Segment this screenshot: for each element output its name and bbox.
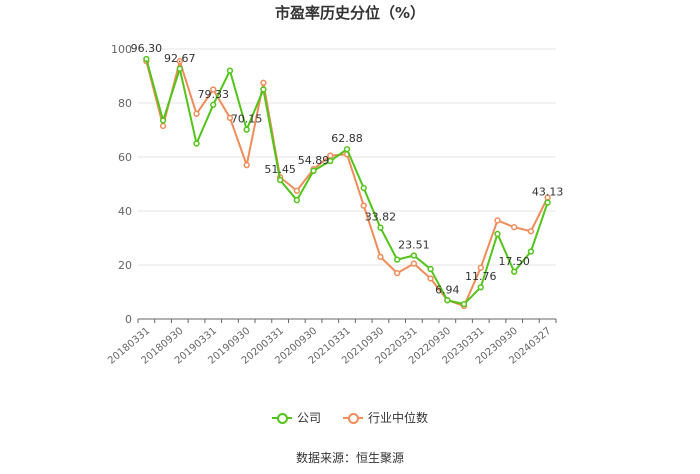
chart-title: 市盈率历史分位（%） [274,4,426,22]
industry-median-point [494,217,501,224]
legend-swatch-company [271,412,292,424]
industry-median-point [260,79,267,86]
data-label: 11.76 [465,270,497,283]
company-point [377,224,384,231]
y-tick-label: 0 [125,313,132,326]
industry-median-point [410,260,418,267]
y-tick-label: 80 [118,97,132,110]
company-point [427,265,434,273]
legend-item-company[interactable]: 公司 [271,409,321,426]
company-point [276,176,284,184]
industry-median-point [243,161,250,169]
data-label: 62.88 [331,132,363,145]
y-tick-label: 20 [118,259,132,272]
data-label: 70.15 [231,113,263,126]
company-point [527,248,535,255]
data-label: 92.67 [164,52,196,65]
y-tick-label: 60 [118,151,132,164]
legend-item-industry-median[interactable]: 行业中位数 [343,409,428,426]
y-tick-label: 100 [111,43,132,56]
industry-median-point [176,58,183,65]
industry-median-point [511,224,518,231]
company-point [327,157,334,165]
data-label: 33.82 [365,211,397,224]
data-source-note: 数据来源：恒生聚源 [295,451,404,465]
industry-median-point [477,264,484,271]
legend-label-company: 公司 [296,411,321,425]
legend-label-industry-median: 行业中位数 [368,411,429,425]
company-point [193,140,200,147]
data-label: 17.50 [498,255,530,268]
company-point [360,184,367,192]
company-point [176,65,183,72]
company-point [511,268,518,275]
data-label: 23.51 [398,239,430,252]
legend: 公司 行业中位数 [0,409,700,426]
company-point [544,199,551,206]
company-point [260,86,267,93]
industry-median-point [377,253,384,261]
legend-swatch-industry-median [343,412,363,424]
data-label: 51.45 [264,163,296,176]
industry-median-point [159,122,167,130]
y-tick-label: 40 [118,205,132,218]
industry-median-point [527,228,535,235]
company-point [310,167,317,174]
company-point [394,256,401,263]
company-point [460,301,468,308]
company-point [226,67,234,74]
industry-median-point [293,187,300,194]
company-point [243,126,250,133]
data-label: 54.89 [298,154,330,167]
company-point [343,146,351,153]
company-point [410,252,418,259]
data-label: 43.13 [532,186,564,199]
industry-median-point [394,269,401,277]
company-point [210,101,217,108]
company-point [494,230,501,238]
data-label: 79.33 [197,88,229,101]
industry-median-point [427,275,434,282]
data-label: 6.94 [435,283,460,296]
company-point [444,297,451,304]
company-point [159,117,167,124]
data-label: 96.30 [131,42,163,55]
industry-median-point [193,110,200,117]
industry-median-point [360,202,367,209]
chart-plot: 0204060801002018033120180930201903312019… [106,42,564,367]
industry-median-point [226,114,234,121]
company-point [143,55,150,63]
company-point [477,284,484,291]
industry-median-point [210,86,217,93]
company-point [293,197,300,204]
